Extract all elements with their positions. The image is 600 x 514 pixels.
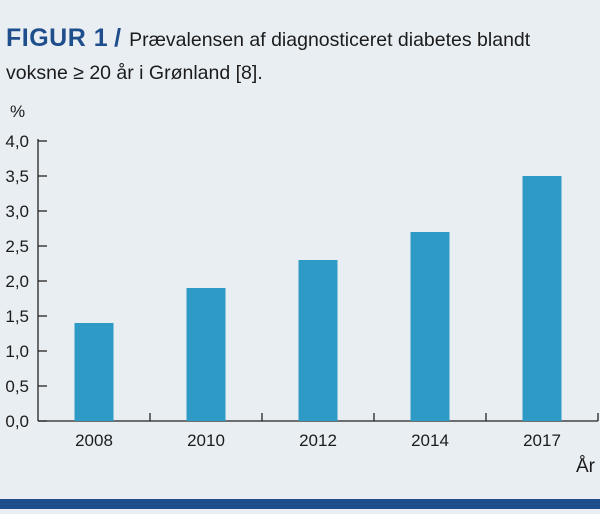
x-tick-label: 2012 — [299, 431, 337, 450]
x-tick-labels: 2008 2010 2012 2014 2017 — [75, 431, 561, 450]
x-tick-label: 2014 — [411, 431, 449, 450]
bottom-accent-bar — [0, 499, 600, 509]
y-axis-label: % — [10, 102, 25, 121]
y-tick-label: 3,0 — [5, 202, 29, 221]
x-tick-label: 2008 — [75, 431, 113, 450]
figure-label: FIGUR 1 — [6, 24, 109, 52]
y-tick-label: 3,5 — [5, 167, 29, 186]
bar-2008 — [74, 323, 114, 421]
y-tick-label: 2,0 — [5, 272, 29, 291]
y-tick-label: 0,5 — [5, 377, 29, 396]
bar-2014 — [410, 232, 450, 421]
figure-label-separator: / — [114, 24, 122, 52]
y-tick-labels: 0,0 0,5 1,0 1,5 2,0 2,5 3,0 3,5 4,0 — [5, 132, 29, 431]
y-tick-label: 1,0 — [5, 342, 29, 361]
x-tick-label: 2017 — [523, 431, 561, 450]
bar-2012 — [298, 260, 338, 421]
y-tick-label: 0,0 — [5, 412, 29, 431]
bar-2017 — [522, 176, 562, 421]
figure-caption-text: Prævalensen af diagnosticeret diabetes b… — [6, 29, 531, 84]
figure-caption: FIGUR 1/Prævalensen af diagnosticeret di… — [6, 22, 586, 90]
y-tick-label: 4,0 — [5, 132, 29, 151]
y-tick-label: 1,5 — [5, 307, 29, 326]
x-axis-label: År — [576, 456, 596, 477]
bar-2010 — [186, 288, 226, 421]
chart-bars — [74, 176, 562, 421]
y-tick-label: 2,5 — [5, 237, 29, 256]
x-tick-label: 2010 — [187, 431, 225, 450]
